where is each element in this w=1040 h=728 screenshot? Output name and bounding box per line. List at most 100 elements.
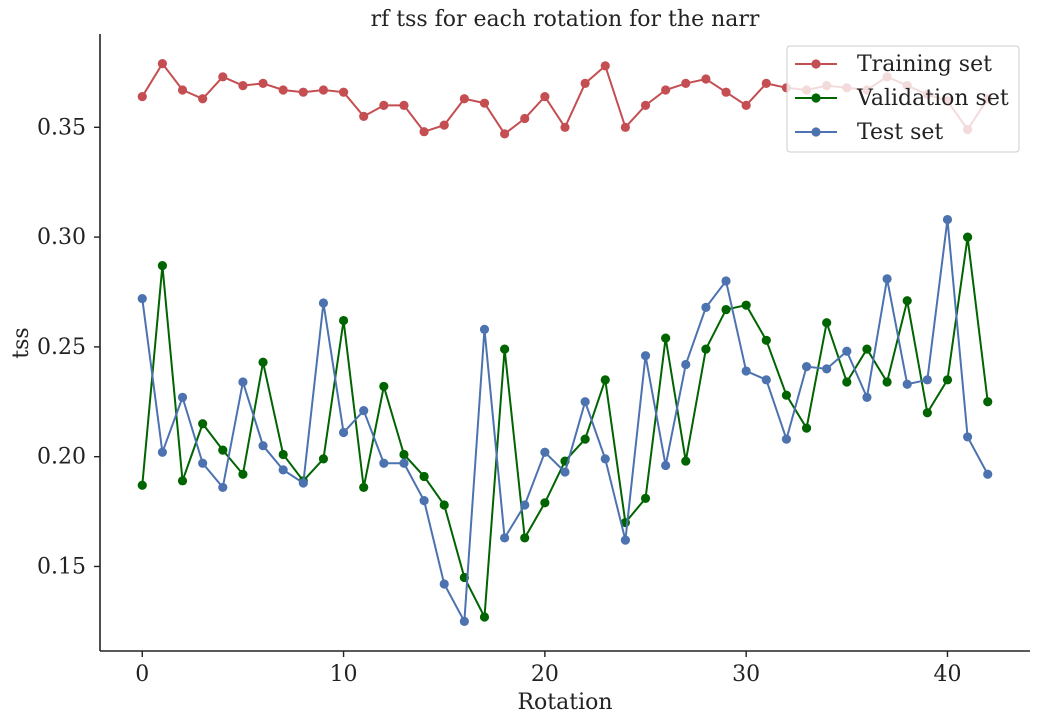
data-point-validation-set	[177, 476, 188, 486]
data-point-validation-set	[922, 408, 932, 418]
legend-label-training-set: Training set	[857, 52, 992, 77]
data-point-training-set	[661, 85, 671, 95]
data-point-test-set	[681, 359, 691, 370]
data-point-test-set	[258, 441, 268, 451]
data-point-test-set	[983, 469, 993, 479]
data-point-validation-set	[741, 300, 751, 310]
data-point-validation-set	[238, 469, 248, 479]
data-point-test-set	[439, 579, 449, 589]
legend-item-training-set: Training set	[795, 52, 992, 77]
data-point-test-set	[500, 533, 510, 543]
y-tick-label: 0.25	[37, 335, 86, 360]
data-point-test-set	[298, 478, 308, 488]
data-point-training-set	[419, 127, 429, 137]
data-point-test-set	[218, 482, 228, 493]
data-point-validation-set	[278, 449, 288, 460]
data-point-test-set	[540, 447, 550, 457]
data-point-test-set	[560, 467, 570, 477]
x-tick-label: 30	[732, 662, 760, 687]
data-point-training-set	[721, 87, 731, 97]
data-point-training-set	[620, 122, 630, 132]
data-point-training-set	[278, 85, 288, 95]
data-point-validation-set	[580, 434, 590, 444]
x-tick-label: 20	[531, 662, 559, 687]
data-point-training-set	[640, 100, 651, 110]
data-point-training-set	[479, 98, 490, 108]
data-point-training-set	[379, 100, 389, 110]
axes: 0 10 20 30 40 0.15 0.20 0.25 0.30 0.35	[37, 34, 1030, 687]
data-point-test-set	[822, 364, 832, 374]
series-line-test-set	[141, 219, 989, 625]
data-point-validation-set	[983, 397, 993, 407]
data-point-validation-set	[640, 493, 651, 503]
legend: Training set Validation set Test set	[786, 45, 1020, 153]
data-point-validation-set	[258, 357, 268, 367]
data-point-training-set	[600, 61, 610, 71]
data-point-test-set	[701, 302, 711, 312]
data-point-validation-set	[338, 315, 349, 326]
data-point-test-set	[721, 276, 731, 286]
data-point-validation-set	[902, 296, 912, 306]
x-axis-label: Rotation	[517, 690, 612, 715]
data-point-validation-set	[520, 533, 530, 543]
data-point-test-set	[238, 377, 248, 387]
y-tick-label: 0.30	[37, 225, 86, 250]
data-point-training-set	[298, 87, 308, 97]
data-point-test-set	[137, 293, 147, 304]
data-point-test-set	[379, 458, 389, 468]
data-point-test-set	[962, 432, 973, 442]
data-point-training-set	[560, 122, 570, 132]
legend-marker-training-set	[811, 59, 821, 69]
data-point-test-set	[922, 375, 932, 385]
y-tick-label: 0.35	[37, 115, 86, 140]
data-point-training-set	[399, 100, 409, 110]
legend-label-test-set: Test set	[857, 120, 943, 145]
legend-marker-validation-set	[811, 93, 821, 103]
data-point-training-set	[681, 78, 691, 89]
data-point-validation-set	[781, 390, 792, 400]
data-point-training-set	[318, 85, 329, 95]
data-point-validation-set	[540, 498, 550, 508]
data-point-training-set	[741, 100, 751, 110]
data-point-validation-set	[701, 344, 711, 354]
data-point-validation-set	[862, 344, 872, 354]
data-point-test-set	[419, 495, 429, 506]
data-point-validation-set	[198, 419, 208, 429]
x-tick-label: 40	[933, 662, 961, 687]
data-point-validation-set	[218, 445, 228, 455]
data-point-validation-set	[479, 612, 490, 622]
data-point-validation-set	[882, 377, 892, 387]
data-point-training-set	[258, 78, 268, 89]
data-point-training-set	[540, 91, 550, 102]
data-point-validation-set	[842, 377, 852, 387]
data-point-test-set	[479, 324, 490, 334]
data-point-validation-set	[661, 333, 671, 343]
data-point-test-set	[761, 375, 771, 385]
data-point-training-set	[218, 72, 228, 82]
data-point-training-set	[520, 113, 530, 124]
series-validation-set	[137, 232, 993, 622]
data-point-test-set	[620, 535, 630, 545]
legend-label-validation-set: Validation set	[856, 86, 1009, 111]
data-point-test-set	[278, 465, 288, 475]
data-point-test-set	[600, 454, 610, 464]
data-point-validation-set	[600, 375, 610, 385]
series-group	[137, 59, 993, 626]
data-point-training-set	[238, 80, 248, 91]
data-point-training-set	[338, 87, 349, 97]
data-point-test-set	[801, 362, 812, 372]
data-point-test-set	[359, 405, 369, 416]
data-point-test-set	[640, 351, 651, 361]
data-point-test-set	[459, 616, 469, 626]
y-tick-label: 0.15	[37, 554, 86, 579]
data-point-test-set	[942, 214, 953, 225]
data-point-validation-set	[721, 304, 731, 315]
data-point-test-set	[520, 500, 530, 510]
data-point-test-set	[177, 392, 188, 402]
data-point-training-set	[580, 78, 590, 89]
series-test-set	[137, 214, 993, 626]
data-point-validation-set	[801, 423, 812, 433]
x-tick-label: 0	[135, 662, 149, 687]
data-point-validation-set	[359, 482, 369, 493]
